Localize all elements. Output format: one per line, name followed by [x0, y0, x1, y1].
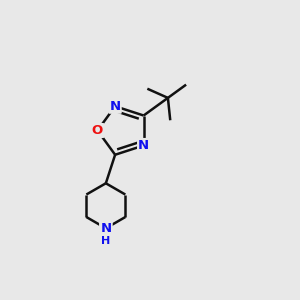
Text: H: H [101, 236, 110, 246]
Text: N: N [138, 139, 149, 152]
Text: N: N [110, 100, 121, 113]
Text: N: N [100, 222, 111, 235]
Text: N: N [100, 222, 111, 235]
Text: O: O [92, 124, 103, 137]
